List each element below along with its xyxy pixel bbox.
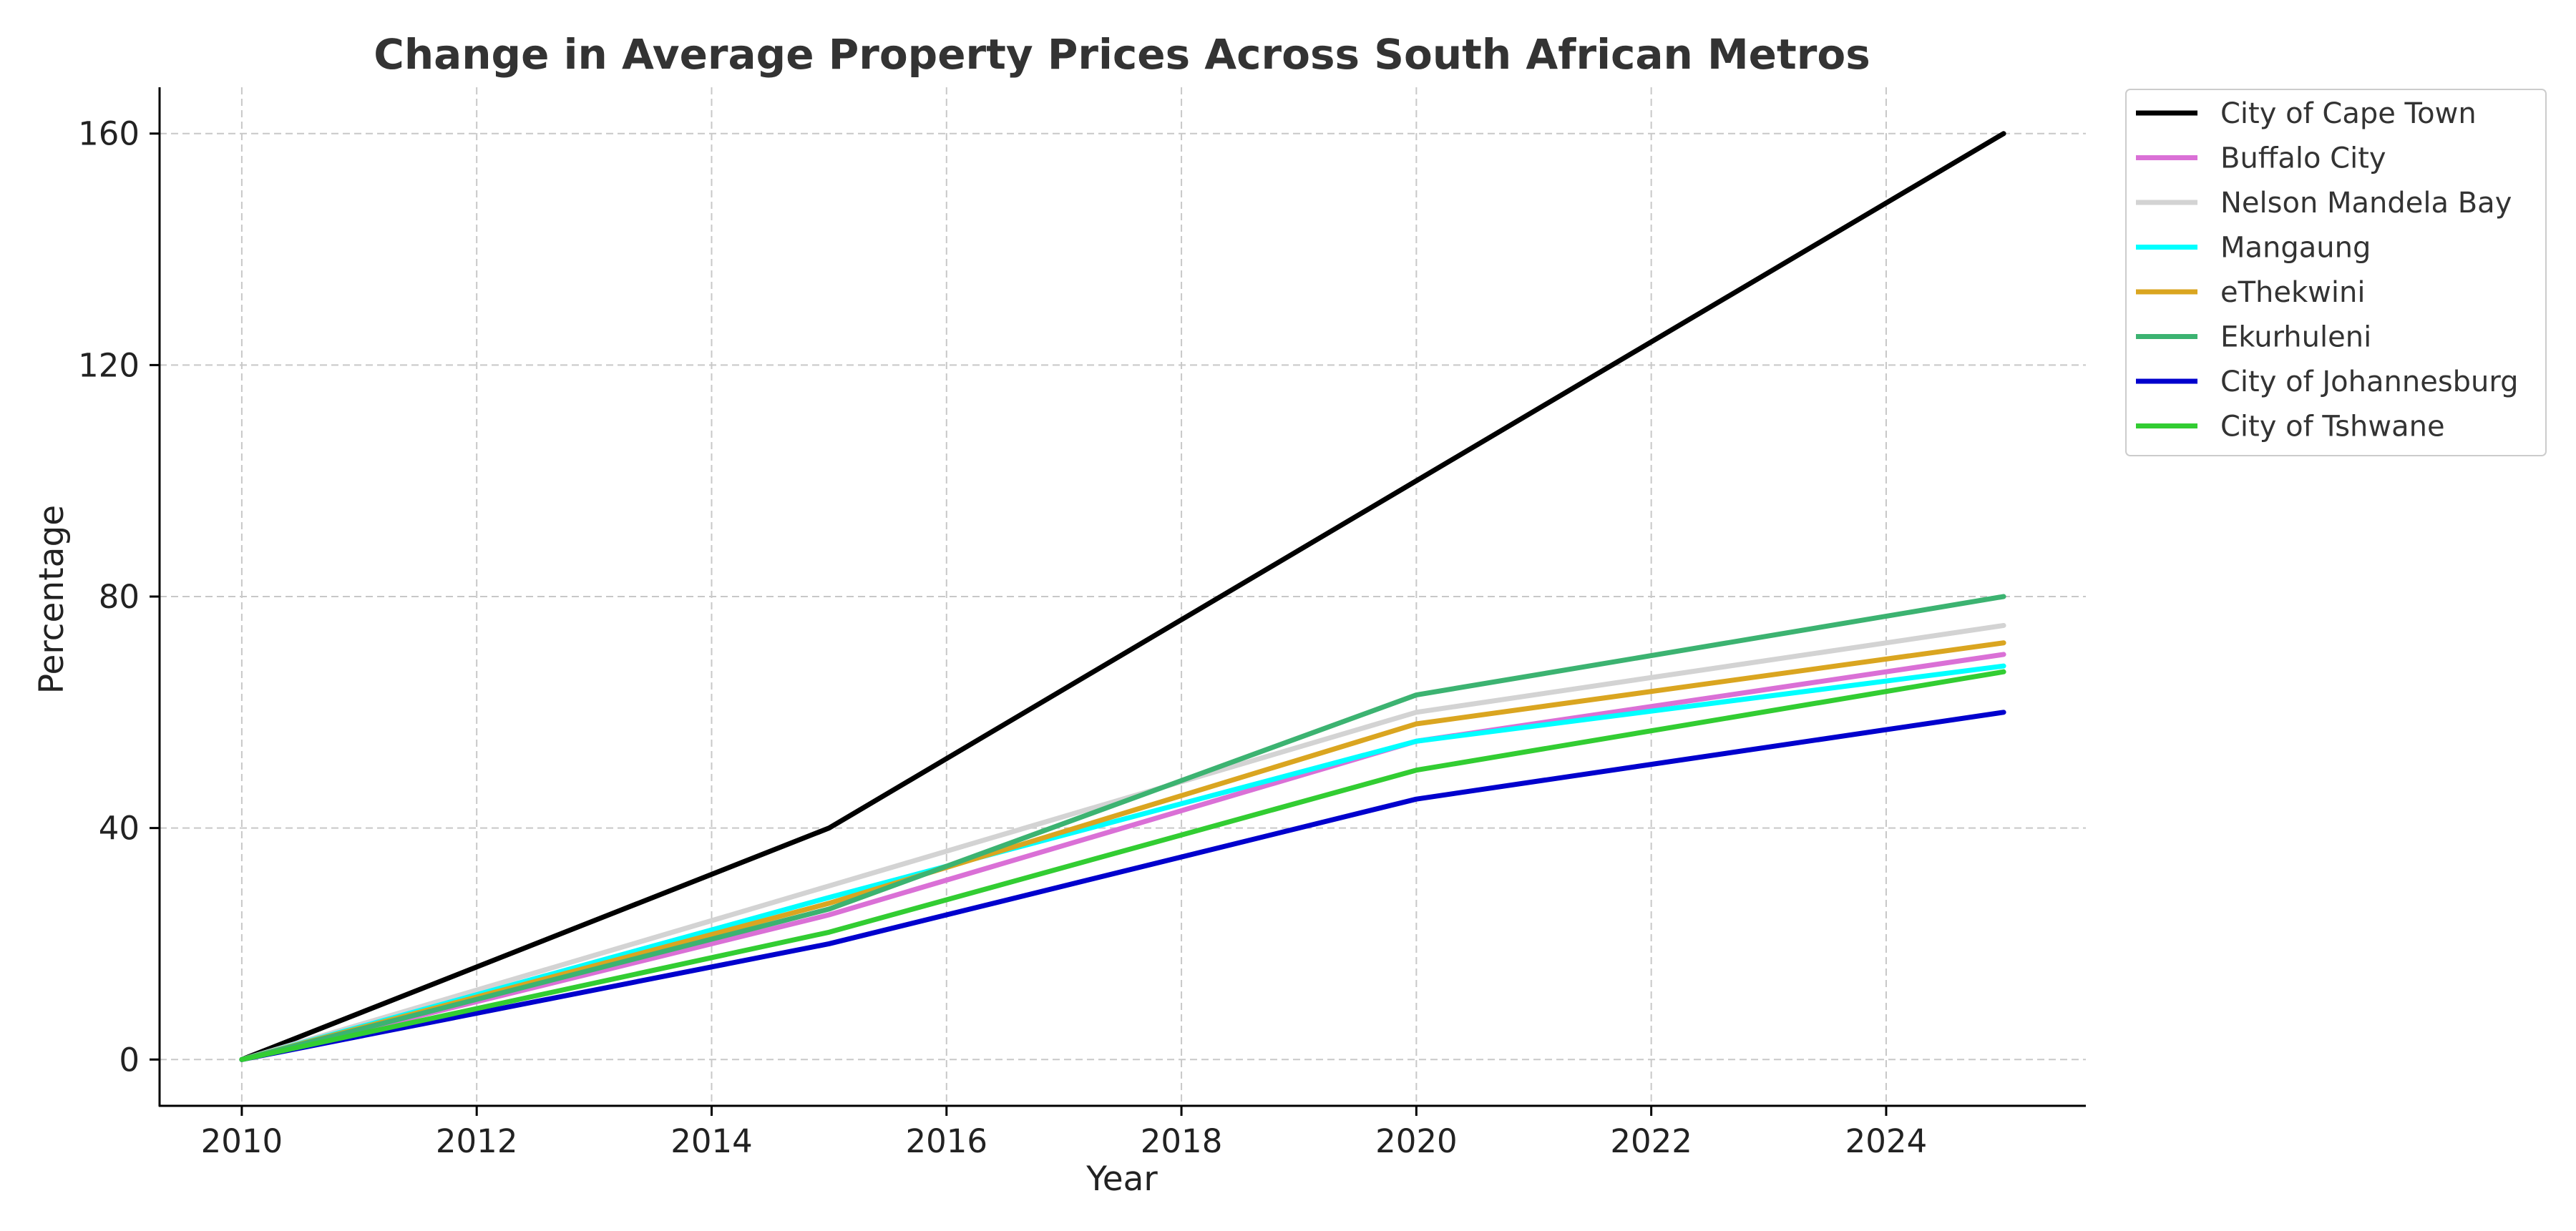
series-line-buffalo-city: [239, 652, 2006, 1062]
legend-label-city-of-cape-town: City of Cape Town: [2220, 97, 2477, 130]
x-tick-label: 2012: [436, 1122, 518, 1160]
series-line-ekurhuleni: [239, 594, 2006, 1062]
x-tick-label: 2020: [1375, 1122, 1458, 1160]
series-line-city-of-cape-town: [239, 131, 2006, 1062]
legend-label-city-of-johannesburg: City of Johannesburg: [2220, 366, 2519, 398]
series-line-city-of-johannesburg: [239, 710, 2006, 1062]
chart-title: Change in Average Property Prices Across…: [374, 30, 1870, 79]
series-line-mangaung: [239, 663, 2006, 1062]
legend-label-nelson-mandela-bay: Nelson Mandela Bay: [2220, 187, 2512, 220]
y-tick-label: 80: [99, 578, 140, 616]
legend-label-ethekwini: eThekwini: [2220, 276, 2365, 309]
series-line-ethekwini: [239, 640, 2006, 1062]
x-tick-label: 2010: [201, 1122, 283, 1160]
series-line-nelson-mandela-bay: [239, 622, 2006, 1062]
legend-label-city-of-tshwane: City of Tshwane: [2220, 411, 2445, 443]
y-ticks: 0 40 80 120 160: [78, 115, 160, 1079]
grid-lines: [160, 87, 2086, 1106]
y-axis-label: Percentage: [32, 505, 72, 694]
y-tick-label: 120: [78, 346, 140, 384]
series-line-city-of-tshwane: [239, 669, 2006, 1062]
series-lines: [239, 131, 2006, 1062]
x-tick-label: 2024: [1845, 1122, 1928, 1160]
legend-label-buffalo-city: Buffalo City: [2220, 142, 2386, 175]
x-tick-label: 2018: [1141, 1122, 1223, 1160]
legend-frame: [2125, 89, 2547, 456]
x-ticks: 2010 2012 2014 2016 2018 2020 2022 2024: [201, 1106, 1928, 1160]
legend: City of Cape Town Buffalo City Nelson Mand…: [2125, 89, 2547, 456]
x-axis-label: Year: [1085, 1159, 1158, 1199]
legend-label-mangaung: Mangaung: [2220, 232, 2371, 265]
y-tick-label: 40: [99, 810, 140, 848]
y-tick-label: 0: [119, 1041, 140, 1079]
x-tick-label: 2022: [1610, 1122, 1692, 1160]
legend-label-ekurhuleni: Ekurhuleni: [2220, 321, 2371, 354]
x-tick-label: 2016: [906, 1122, 988, 1160]
x-tick-label: 2014: [670, 1122, 753, 1160]
y-tick-label: 160: [78, 115, 140, 153]
